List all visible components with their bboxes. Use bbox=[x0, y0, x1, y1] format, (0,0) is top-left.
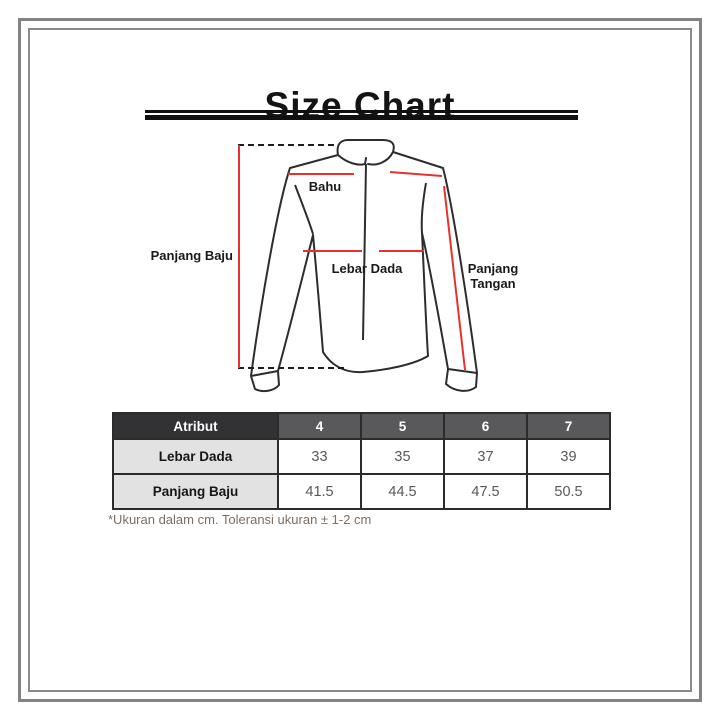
title-underline-thick bbox=[145, 115, 578, 120]
label-sleeve-length-line2: Tangan bbox=[470, 276, 516, 291]
panjang-baju-size-4: 41.5 bbox=[277, 473, 362, 510]
lebar-dada-size-7: 39 bbox=[526, 438, 611, 475]
inner-frame-border bbox=[28, 28, 692, 692]
shirt-measurement-diagram: Bahu Panjang Baju Lebar Dada Panjang Tan… bbox=[150, 135, 530, 415]
col-header-size-5: 5 bbox=[360, 412, 445, 440]
right-cuff-line bbox=[447, 368, 478, 374]
col-header-size-6: 6 bbox=[443, 412, 528, 440]
label-sleeve-length-line1: Panjang bbox=[467, 261, 519, 276]
collar-band-line bbox=[337, 151, 394, 166]
col-header-size-4: 4 bbox=[277, 412, 362, 440]
shirt-illustration bbox=[238, 139, 478, 393]
page-title: Size Chart bbox=[264, 84, 456, 126]
label-sleeve-length: Panjang Tangan bbox=[445, 261, 541, 291]
lebar-dada-size-4: 33 bbox=[277, 438, 362, 475]
panjang-baju-size-6: 47.5 bbox=[443, 473, 528, 510]
panjang-baju-size-5: 44.5 bbox=[360, 473, 445, 510]
sleeve-measure-line bbox=[443, 185, 466, 371]
size-table: Atribut 4 5 6 7 Lebar Dada 33 35 37 39 P… bbox=[112, 412, 611, 510]
table-row-panjang-baju: Panjang Baju 41.5 44.5 47.5 50.5 bbox=[112, 473, 611, 510]
size-table-header-row: Atribut 4 5 6 7 bbox=[112, 412, 611, 440]
title-underline bbox=[145, 110, 578, 120]
panjang-baju-size-7: 50.5 bbox=[526, 473, 611, 510]
lebar-dada-size-6: 37 bbox=[443, 438, 528, 475]
left-cuff-line bbox=[250, 370, 279, 377]
label-chest-width: Lebar Dada bbox=[331, 261, 403, 276]
size-note: *Ukuran dalam cm. Toleransi ukuran ± 1-2… bbox=[108, 512, 372, 527]
col-header-size-7: 7 bbox=[526, 412, 611, 440]
shoulder-measure-line-right bbox=[389, 171, 443, 177]
label-shoulder: Bahu bbox=[308, 179, 342, 194]
outer-frame-border bbox=[18, 18, 702, 702]
lebar-dada-size-5: 35 bbox=[360, 438, 445, 475]
col-header-atribut: Atribut bbox=[112, 412, 279, 440]
left-armhole-seam bbox=[294, 184, 314, 235]
right-armhole-seam bbox=[420, 182, 427, 234]
placket-line bbox=[362, 163, 367, 341]
label-body-length: Panjang Baju bbox=[150, 248, 233, 263]
table-row-lebar-dada: Lebar Dada 33 35 37 39 bbox=[112, 438, 611, 475]
row-label-panjang-baju: Panjang Baju bbox=[112, 473, 279, 510]
row-label-lebar-dada: Lebar Dada bbox=[112, 438, 279, 475]
title-underline-thin bbox=[145, 110, 578, 113]
